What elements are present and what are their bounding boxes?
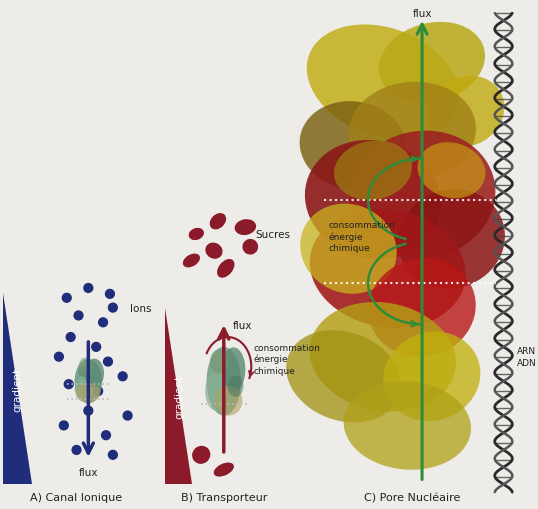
Text: ARN
ADN: ARN ADN — [517, 347, 537, 367]
Circle shape — [64, 380, 73, 389]
Ellipse shape — [192, 446, 210, 464]
Ellipse shape — [75, 359, 102, 404]
Ellipse shape — [217, 260, 235, 278]
Ellipse shape — [75, 377, 92, 402]
Ellipse shape — [76, 383, 100, 403]
Ellipse shape — [286, 330, 401, 422]
Text: gradient: gradient — [13, 367, 23, 411]
Text: consommation
énergie
chimique: consommation énergie chimique — [329, 220, 395, 252]
Ellipse shape — [205, 372, 226, 411]
Ellipse shape — [207, 347, 241, 416]
Text: consommation
énergie
chimique: consommation énergie chimique — [253, 343, 320, 375]
Ellipse shape — [210, 214, 226, 230]
Ellipse shape — [384, 332, 480, 421]
Ellipse shape — [344, 381, 471, 470]
Text: gradient: gradient — [175, 374, 185, 418]
Text: flux: flux — [79, 467, 98, 476]
Ellipse shape — [206, 243, 223, 259]
Circle shape — [62, 294, 71, 303]
Ellipse shape — [369, 259, 476, 357]
Circle shape — [109, 303, 117, 313]
Circle shape — [102, 431, 110, 440]
Text: A) Canal Ionique: A) Canal Ionique — [31, 492, 123, 502]
Ellipse shape — [215, 386, 243, 416]
Ellipse shape — [79, 358, 92, 376]
Circle shape — [105, 290, 115, 299]
Ellipse shape — [222, 348, 245, 392]
Text: Sucres: Sucres — [255, 230, 290, 240]
Circle shape — [79, 367, 88, 376]
Circle shape — [72, 446, 81, 455]
Ellipse shape — [210, 350, 228, 374]
Ellipse shape — [300, 204, 397, 294]
Circle shape — [84, 284, 93, 293]
Text: C) Pore Nucléaire: C) Pore Nucléaire — [364, 492, 461, 502]
Text: flux: flux — [232, 321, 252, 331]
Circle shape — [59, 421, 68, 430]
Ellipse shape — [310, 302, 456, 412]
Polygon shape — [3, 293, 32, 485]
Ellipse shape — [379, 23, 485, 103]
Circle shape — [94, 387, 103, 395]
Ellipse shape — [349, 82, 476, 181]
Ellipse shape — [334, 141, 412, 201]
Ellipse shape — [307, 25, 459, 140]
Text: flux: flux — [412, 9, 432, 19]
Circle shape — [123, 411, 132, 420]
Circle shape — [98, 318, 108, 327]
Circle shape — [74, 312, 83, 320]
Circle shape — [118, 372, 127, 381]
Ellipse shape — [300, 102, 407, 191]
Circle shape — [84, 407, 93, 415]
Ellipse shape — [214, 463, 234, 476]
Ellipse shape — [228, 376, 243, 397]
Polygon shape — [165, 308, 193, 485]
Ellipse shape — [243, 239, 258, 255]
Ellipse shape — [84, 359, 104, 388]
Ellipse shape — [428, 76, 504, 148]
Ellipse shape — [305, 141, 441, 260]
Circle shape — [103, 357, 112, 366]
Ellipse shape — [235, 220, 256, 236]
Circle shape — [54, 353, 63, 361]
Ellipse shape — [183, 254, 200, 268]
Ellipse shape — [417, 143, 485, 199]
Ellipse shape — [310, 209, 466, 328]
Circle shape — [109, 450, 117, 459]
Text: Ions: Ions — [130, 303, 151, 313]
Ellipse shape — [349, 131, 495, 260]
Circle shape — [92, 343, 101, 352]
Ellipse shape — [189, 229, 204, 241]
Ellipse shape — [398, 190, 505, 289]
Circle shape — [66, 333, 75, 342]
Text: B) Transporteur: B) Transporteur — [181, 492, 267, 502]
